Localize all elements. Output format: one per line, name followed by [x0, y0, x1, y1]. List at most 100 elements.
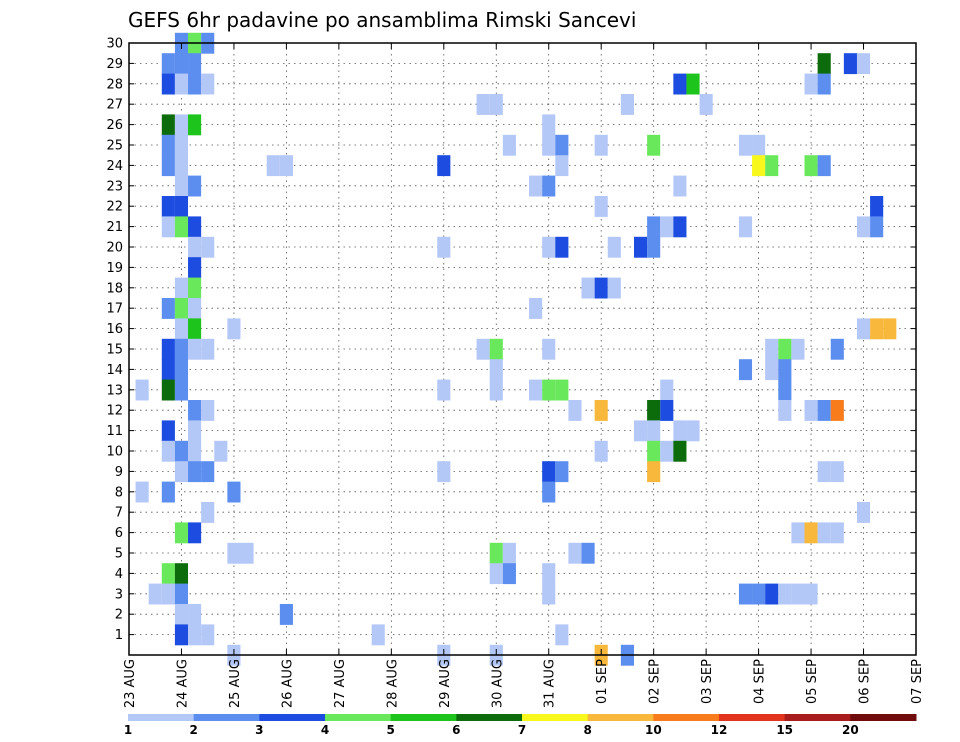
heatmap-cell	[437, 379, 451, 401]
heatmap-cell	[778, 400, 792, 421]
y-tick-label: 3	[115, 587, 123, 602]
y-axis: 1234567891011121314151617181920212223242…	[106, 37, 916, 643]
x-tick-label: 06 SEP	[858, 659, 873, 704]
heatmap-cell	[542, 461, 556, 483]
colorbar-label: 8	[583, 723, 591, 737]
heatmap-cell	[371, 624, 385, 646]
heatmap-cell	[502, 134, 516, 156]
heatmap-cell	[581, 277, 595, 299]
heatmap-cell	[765, 338, 779, 360]
heatmap-cell	[188, 257, 202, 279]
y-tick-label: 10	[106, 445, 123, 460]
y-tick-label: 17	[106, 302, 123, 317]
heatmap-cell	[161, 338, 175, 360]
heatmap-cell	[752, 134, 766, 156]
heatmap-cell	[266, 155, 280, 177]
x-tick-label: 02 SEP	[648, 659, 663, 704]
heatmap-cell	[188, 236, 202, 258]
heatmap-cell	[555, 461, 569, 483]
heatmap-cell	[174, 155, 189, 177]
heatmap-cell	[804, 155, 818, 177]
colorbar-swatch	[587, 714, 654, 721]
heatmap-cell	[594, 440, 608, 462]
y-tick-label: 9	[115, 465, 123, 480]
heatmap-cell	[161, 440, 175, 462]
heatmap-cell	[752, 155, 766, 177]
heatmap-cell	[174, 624, 189, 646]
heatmap-cell	[738, 216, 753, 238]
heatmap-cell	[476, 94, 490, 115]
x-tick-label: 27 AUG	[333, 659, 348, 708]
heatmap-cell	[791, 338, 805, 360]
heatmap-cell	[542, 338, 556, 360]
chart-title: GEFS 6hr padavine po ansamblima Rimski S…	[128, 8, 636, 32]
heatmap-cell	[188, 522, 202, 544]
heatmap-cell	[555, 134, 569, 156]
heatmap-cell	[594, 196, 608, 217]
heatmap-cell	[817, 522, 831, 544]
heatmap-cell	[437, 461, 451, 483]
colorbar-swatch	[850, 714, 917, 721]
heatmap-cell	[135, 481, 149, 503]
heatmap-cell	[830, 461, 844, 483]
heatmap-cell	[201, 236, 215, 258]
heatmap-cell	[174, 359, 189, 381]
heatmap-cell	[529, 379, 543, 401]
colorbar-swatch	[325, 714, 392, 721]
heatmap-cell	[214, 440, 228, 462]
colorbar-label: 15	[776, 723, 793, 737]
heatmap-cell	[161, 196, 175, 217]
heatmap-cell	[279, 604, 293, 625]
heatmap-cell	[188, 440, 202, 462]
heatmap-cell	[555, 624, 569, 646]
y-tick-label: 25	[106, 139, 123, 154]
heatmap-cell	[188, 461, 202, 483]
y-tick-label: 21	[106, 220, 123, 235]
heatmap-cell	[883, 318, 897, 340]
heatmap-cell	[161, 298, 175, 319]
heatmap-cell	[765, 583, 779, 605]
heatmap-cell	[778, 583, 792, 605]
y-tick-label: 16	[106, 322, 123, 337]
heatmap-cell	[594, 134, 608, 156]
heatmap-cells	[135, 32, 897, 666]
colorbar-label: 4	[321, 723, 329, 737]
y-tick-label: 20	[106, 241, 123, 256]
heatmap-cell	[817, 155, 831, 177]
heatmap-cell	[174, 114, 189, 136]
heatmap-cell	[188, 338, 202, 360]
heatmap-cell	[607, 236, 621, 258]
heatmap-cell	[437, 236, 451, 258]
heatmap-cell	[830, 522, 844, 544]
y-tick-label: 5	[115, 547, 123, 562]
heatmap-cell	[804, 583, 818, 605]
heatmap-cell	[502, 542, 516, 564]
y-tick-label: 12	[106, 404, 123, 419]
heatmap-cell	[673, 216, 687, 238]
heatmap-cell	[633, 236, 648, 258]
colorbar-swatch	[259, 714, 326, 721]
y-tick-label: 18	[106, 281, 123, 296]
heatmap-cell	[542, 236, 556, 258]
y-tick-label: 15	[106, 343, 123, 358]
heatmap-cell	[161, 359, 175, 381]
colorbar-swatch	[193, 714, 260, 721]
heatmap-cell	[201, 400, 215, 421]
heatmap-cell	[188, 298, 202, 319]
heatmap-cell	[738, 134, 753, 156]
heatmap-cell	[660, 216, 674, 238]
heatmap-cell	[804, 73, 818, 95]
heatmap-cell	[647, 134, 661, 156]
heatmap-cell	[489, 542, 503, 564]
x-tick-label: 05 SEP	[805, 659, 820, 704]
y-tick-label: 13	[106, 383, 123, 398]
y-tick-label: 2	[115, 608, 123, 623]
colorbar-swatch	[653, 714, 720, 721]
heatmap-cell	[529, 175, 543, 197]
heatmap-cell	[647, 461, 661, 483]
heatmap-cell	[542, 114, 556, 136]
y-tick-label: 4	[115, 567, 123, 582]
heatmap-cell	[686, 420, 700, 442]
y-tick-label: 26	[106, 118, 123, 133]
heatmap-cell	[647, 420, 661, 442]
